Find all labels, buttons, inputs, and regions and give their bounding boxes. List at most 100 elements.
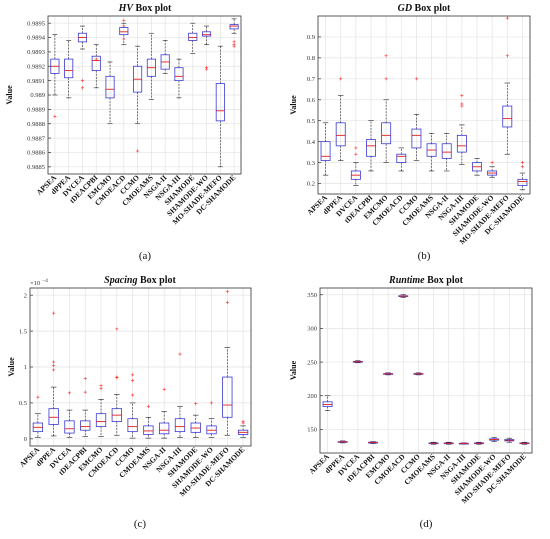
outlier-marker (131, 373, 135, 377)
iqr-box (174, 67, 184, 82)
axis-exponent: −4 (42, 278, 48, 284)
box-nsga-iii (458, 442, 469, 445)
y-tick-label: 0.9895 (27, 20, 45, 27)
box-dc-shamode (237, 419, 249, 438)
box-mo-shade-mefo (502, 16, 513, 155)
panel-title-metric: Runtime (388, 275, 425, 286)
outlier-marker (52, 360, 56, 364)
y-tick-label: 0.9 (307, 34, 315, 41)
box-shamode-wo (206, 401, 217, 438)
panel-title-suffix: Box plot (138, 275, 177, 286)
y-axis-label: Value (5, 85, 14, 105)
outlier-marker (99, 386, 103, 391)
box-mo-shade-mefo (215, 45, 225, 168)
iqr-box (222, 376, 233, 418)
y-tick-label: 250 (307, 359, 317, 366)
iqr-box (95, 413, 107, 428)
y-tick-label: 0.9889 (27, 107, 45, 114)
box-cmoeacd (398, 294, 409, 298)
box-ccmo (411, 77, 422, 161)
y-tick-label: 0.9893 (27, 49, 45, 56)
outlier-marker (225, 300, 229, 304)
y-tick-label: 300 (307, 326, 317, 333)
y-tick-label: 0.5 (19, 400, 27, 407)
panel-title-metric: HV (118, 3, 135, 14)
outlier-marker (122, 24, 126, 28)
y-tick-label: 150 (307, 427, 317, 434)
box-apsea (32, 395, 44, 438)
box-nsga-ii (441, 132, 452, 172)
iqr-box (80, 420, 91, 431)
outlier-marker (131, 393, 135, 397)
iqr-box (215, 83, 225, 122)
box-emcmo (105, 61, 115, 125)
outlier-marker (53, 114, 57, 119)
box-cmoeams (428, 441, 439, 445)
outlier-marker (52, 363, 56, 368)
y-tick-label: 0.7 (307, 76, 316, 83)
box-dc-shamode (519, 441, 530, 445)
panel-title: GD Box plot (398, 3, 451, 14)
axes-frame (317, 15, 531, 195)
outlier-marker (131, 379, 135, 383)
outlier-marker (94, 57, 98, 61)
box-cmoeams (426, 132, 437, 172)
iqr-box (143, 425, 154, 435)
outlier-marker (194, 402, 198, 406)
box-tdeacpbi (368, 441, 378, 444)
y-tick-label: 0.8 (307, 55, 315, 62)
y-tick-label: 0.5 (307, 118, 315, 125)
box-nsga-iii (174, 352, 186, 438)
iqr-box (159, 422, 170, 435)
outlier-marker (225, 289, 229, 294)
outlier-marker (52, 368, 56, 372)
outlier-marker (354, 146, 358, 150)
y-tick-label: 0.9885 (27, 164, 45, 171)
outlier-marker (162, 387, 166, 391)
box-shamode-wo (487, 160, 498, 178)
outlier-marker (122, 18, 126, 22)
y-tick-label: 0.989 (30, 92, 45, 99)
outlier-marker (384, 77, 388, 81)
y-tick-label: 2 (24, 292, 27, 299)
outlier-marker (80, 86, 85, 90)
outlier-marker (136, 149, 140, 153)
box-nsga-ii (159, 387, 170, 439)
outlier-marker (354, 152, 358, 156)
iqr-box (502, 105, 513, 128)
outlier-marker (505, 54, 509, 58)
outlier-marker (36, 395, 40, 399)
y-axis-label: Value (289, 360, 298, 380)
outlier-marker (122, 37, 126, 41)
y-tick-label: 0.9892 (27, 63, 45, 70)
outlier-marker (339, 77, 343, 81)
outlier-marker (115, 376, 119, 380)
iqr-box (64, 420, 75, 434)
outlier-marker (384, 54, 388, 58)
panel-2: 0.2 0.3 0.4 0.5 0.6 0.7 0.8 0.9 Value GD Box plot… (289, 3, 531, 262)
outlier-marker (414, 77, 419, 81)
box-emcmo (381, 54, 392, 163)
box-apsea (320, 122, 331, 176)
box-dppea (64, 40, 74, 99)
box-tdeacpbi (366, 120, 376, 172)
y-tick-label: 200 (307, 393, 317, 400)
axis-multiplier: ×10 (30, 280, 40, 287)
box-dppea (337, 440, 348, 444)
box-mo-shade-mefo (504, 437, 515, 443)
box-cmoeacd (396, 147, 407, 172)
outlier-marker (460, 102, 464, 106)
outlier-marker (520, 165, 525, 169)
iqr-box (91, 55, 101, 71)
box-nsga-iii (456, 93, 467, 165)
outlier-marker (67, 391, 72, 395)
y-tick-label: 350 (307, 292, 317, 299)
iqr-box (174, 418, 186, 433)
box-cmoeacd (119, 18, 129, 46)
box-shamode (474, 441, 484, 445)
panel-title: Spacing Box plot (104, 275, 176, 286)
y-tick-label: 0.9894 (27, 35, 46, 42)
